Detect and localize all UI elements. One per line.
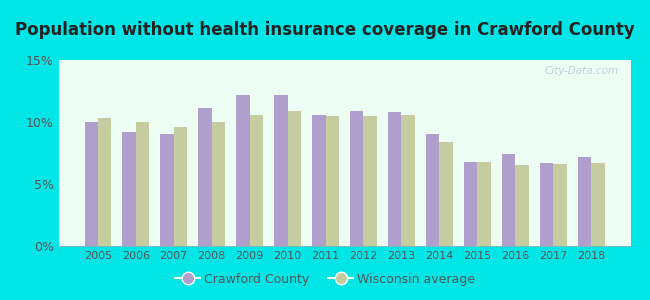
Bar (515, 165, 528, 246)
Bar (174, 127, 187, 246)
Bar (250, 115, 263, 246)
Bar (198, 108, 212, 246)
Legend: Crawford County, Wisconsin average: Crawford County, Wisconsin average (170, 268, 480, 291)
Bar (553, 164, 567, 246)
Bar (388, 112, 402, 246)
Bar (439, 142, 452, 246)
Text: Population without health insurance coverage in Crawford County: Population without health insurance cove… (15, 21, 635, 39)
Bar (502, 154, 515, 246)
Bar (287, 111, 301, 246)
Bar (212, 122, 225, 246)
Bar (592, 163, 604, 246)
Text: City-Data.com: City-Data.com (545, 66, 619, 76)
Bar (350, 111, 363, 246)
Bar (122, 132, 136, 246)
Bar (98, 118, 111, 246)
Bar (402, 115, 415, 246)
Bar (237, 95, 250, 246)
Bar (274, 95, 287, 246)
Bar (84, 122, 98, 246)
Bar (426, 134, 439, 246)
Bar (161, 134, 174, 246)
Bar (464, 162, 477, 246)
Bar (363, 116, 377, 246)
Bar (477, 162, 491, 246)
Bar (540, 163, 553, 246)
Bar (326, 116, 339, 246)
Bar (312, 115, 326, 246)
Bar (136, 122, 149, 246)
Bar (578, 157, 592, 246)
